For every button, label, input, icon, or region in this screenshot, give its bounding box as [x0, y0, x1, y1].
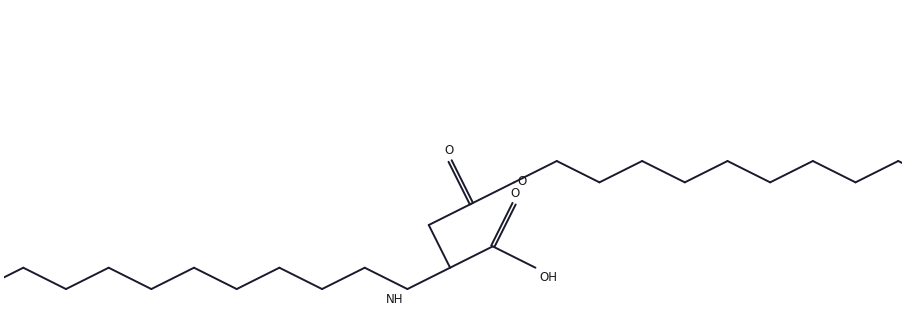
Text: O: O [445, 144, 454, 157]
Text: NH: NH [386, 293, 403, 306]
Text: O: O [510, 187, 520, 200]
Text: OH: OH [539, 271, 557, 284]
Text: O: O [517, 175, 526, 188]
